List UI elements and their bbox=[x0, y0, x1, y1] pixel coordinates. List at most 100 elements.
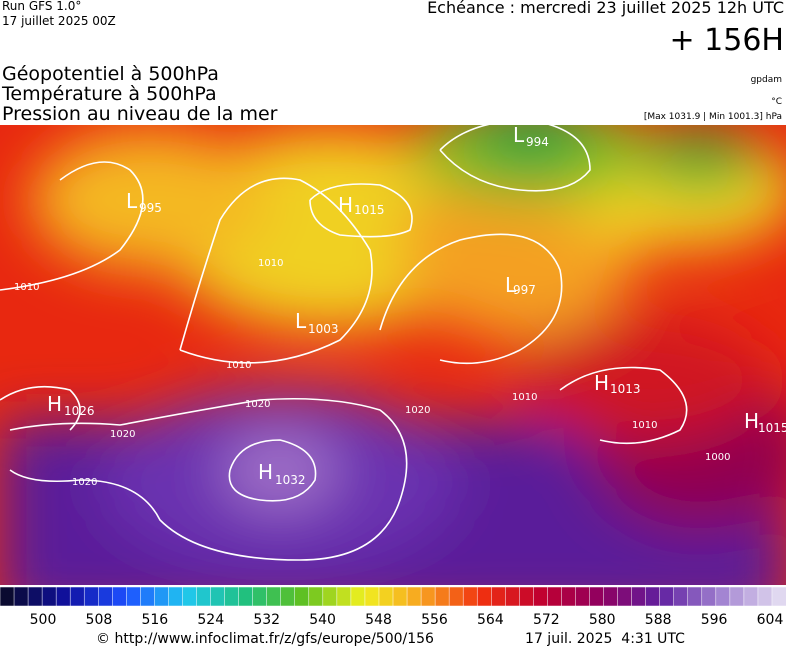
color-swatch bbox=[547, 586, 562, 607]
isobar-label: 1010 bbox=[512, 392, 537, 403]
colorbar-label: 604 bbox=[757, 612, 784, 628]
color-swatch bbox=[561, 586, 577, 607]
center-value: 997 bbox=[513, 283, 536, 297]
color-swatch bbox=[27, 586, 43, 607]
color-swatch bbox=[168, 586, 184, 607]
color-swatch bbox=[182, 586, 198, 607]
isobar-label: 1010 bbox=[258, 258, 283, 269]
center-letter: L bbox=[295, 309, 307, 333]
center-letter: L bbox=[505, 273, 517, 297]
color-swatch bbox=[519, 586, 534, 607]
color-swatch bbox=[659, 586, 675, 607]
color-swatch bbox=[505, 586, 520, 607]
color-swatch bbox=[589, 586, 605, 607]
lead-time: + 156H bbox=[670, 23, 785, 58]
color-swatch bbox=[701, 586, 717, 607]
color-swatch bbox=[294, 586, 310, 607]
unit: gpdam bbox=[751, 75, 782, 85]
colorbar-label: 508 bbox=[86, 612, 113, 628]
colorbar-label: 516 bbox=[141, 612, 168, 628]
color-swatch bbox=[673, 586, 689, 607]
center-letter: H bbox=[744, 409, 759, 433]
color-swatch bbox=[238, 586, 254, 607]
color-swatch bbox=[0, 586, 15, 607]
colorbar-label: 548 bbox=[365, 612, 392, 628]
color-swatch bbox=[491, 586, 506, 607]
color-swatch bbox=[41, 586, 57, 607]
color-swatch bbox=[98, 586, 113, 607]
color-swatch bbox=[112, 586, 127, 607]
color-swatch bbox=[266, 586, 282, 607]
color-swatch bbox=[210, 586, 226, 607]
color-swatch bbox=[729, 586, 745, 607]
color-swatch bbox=[533, 586, 548, 607]
color-swatch bbox=[252, 586, 268, 607]
color-swatch bbox=[645, 586, 661, 607]
isobar-label: 1020 bbox=[72, 477, 97, 488]
center-letter: H bbox=[338, 193, 353, 217]
isobar-label: 1000 bbox=[705, 452, 730, 463]
color-swatch bbox=[378, 586, 394, 607]
center-letter: L bbox=[126, 189, 138, 213]
color-swatch bbox=[140, 586, 155, 607]
color-swatch bbox=[603, 586, 619, 607]
colorbar-label: 580 bbox=[589, 612, 616, 628]
center-value: 1015 bbox=[758, 421, 786, 435]
isobar-label: 1020 bbox=[245, 399, 270, 410]
color-swatch bbox=[13, 586, 29, 607]
color-swatch bbox=[617, 586, 633, 607]
center-letter: H bbox=[47, 392, 62, 416]
colorbar-label: 532 bbox=[253, 612, 280, 628]
color-swatch bbox=[392, 586, 408, 607]
field: Pression au niveau de la mer bbox=[2, 103, 278, 125]
isobar-label: 1010 bbox=[14, 282, 39, 293]
unit: [Max 1031.9 | Min 1001.3] hPa bbox=[644, 112, 782, 122]
center-value: 1015 bbox=[354, 203, 385, 217]
color-swatch bbox=[55, 586, 71, 607]
colorbar-label: 572 bbox=[533, 612, 560, 628]
color-swatch bbox=[771, 586, 786, 607]
color-swatch bbox=[434, 586, 450, 607]
field: Température à 500hPa bbox=[1, 83, 217, 105]
source-url: © http://www.infoclimat.fr/z/gfs/europe/… bbox=[96, 631, 434, 647]
valid-time: Echéance : mercredi 23 juillet 2025 12h … bbox=[427, 0, 784, 17]
color-swatch bbox=[350, 586, 366, 607]
center-value: 994 bbox=[526, 135, 549, 149]
color-swatch bbox=[406, 586, 422, 607]
colorbar-label: 564 bbox=[477, 612, 504, 628]
center-letter: H bbox=[594, 371, 609, 395]
isobar-label: 1010 bbox=[632, 420, 657, 431]
colorbar-label: 588 bbox=[645, 612, 672, 628]
color-swatch bbox=[687, 586, 703, 607]
color-swatch bbox=[575, 586, 591, 607]
color-swatch bbox=[364, 586, 380, 607]
colorbar-label: 596 bbox=[701, 612, 728, 628]
color-swatch bbox=[631, 586, 647, 607]
color-swatch bbox=[322, 586, 338, 607]
center-letter: H bbox=[258, 460, 273, 484]
colorbar-label: 556 bbox=[421, 612, 448, 628]
center-value: 1003 bbox=[308, 322, 339, 336]
colorbar-label: 524 bbox=[197, 612, 224, 628]
color-swatch bbox=[420, 586, 436, 607]
color-swatch bbox=[224, 586, 240, 607]
center-value: 1026 bbox=[64, 404, 95, 418]
color-swatch bbox=[757, 586, 773, 607]
center-value: 995 bbox=[139, 201, 162, 215]
color-swatch bbox=[280, 586, 296, 607]
color-swatch bbox=[715, 586, 731, 607]
color-swatch bbox=[83, 586, 99, 607]
center-value: 1032 bbox=[275, 473, 306, 487]
color-swatch bbox=[743, 586, 759, 607]
run: Run GFS 1.0° bbox=[2, 0, 81, 13]
run-date: 17 juillet 2025 00Z bbox=[2, 14, 116, 28]
color-swatch bbox=[308, 586, 324, 607]
color-swatch bbox=[462, 586, 478, 607]
isobar-label: 1020 bbox=[110, 429, 135, 440]
center-letter: L bbox=[513, 123, 525, 147]
field: Géopotentiel à 500hPa bbox=[2, 63, 219, 85]
center-value: 1013 bbox=[610, 382, 641, 396]
color-swatch bbox=[69, 586, 85, 607]
color-swatch bbox=[154, 586, 169, 607]
